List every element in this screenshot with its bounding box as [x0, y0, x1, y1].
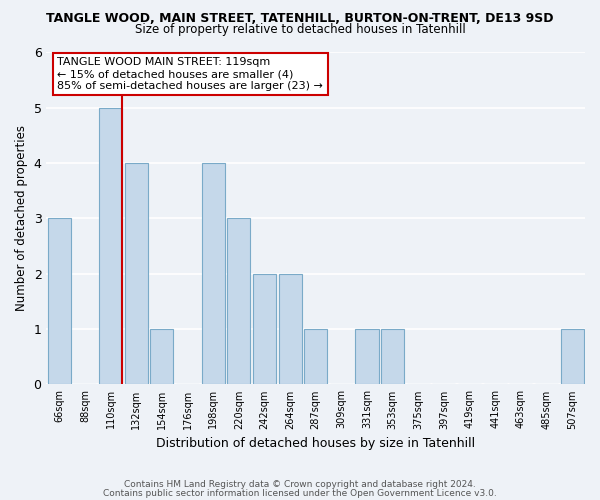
Text: Contains HM Land Registry data © Crown copyright and database right 2024.: Contains HM Land Registry data © Crown c…: [124, 480, 476, 489]
Bar: [381, 329, 404, 384]
Bar: [560, 329, 584, 384]
Bar: [150, 329, 173, 384]
Bar: [47, 218, 71, 384]
Y-axis label: Number of detached properties: Number of detached properties: [15, 126, 28, 312]
Bar: [304, 329, 327, 384]
Bar: [125, 163, 148, 384]
Bar: [278, 274, 302, 384]
Bar: [355, 329, 379, 384]
Bar: [202, 163, 224, 384]
Bar: [227, 218, 250, 384]
Bar: [99, 108, 122, 384]
Text: TANGLE WOOD, MAIN STREET, TATENHILL, BURTON-ON-TRENT, DE13 9SD: TANGLE WOOD, MAIN STREET, TATENHILL, BUR…: [46, 12, 554, 26]
X-axis label: Distribution of detached houses by size in Tatenhill: Distribution of detached houses by size …: [156, 437, 475, 450]
Bar: [253, 274, 276, 384]
Text: Contains public sector information licensed under the Open Government Licence v3: Contains public sector information licen…: [103, 488, 497, 498]
Text: Size of property relative to detached houses in Tatenhill: Size of property relative to detached ho…: [134, 22, 466, 36]
Text: TANGLE WOOD MAIN STREET: 119sqm
← 15% of detached houses are smaller (4)
85% of : TANGLE WOOD MAIN STREET: 119sqm ← 15% of…: [57, 58, 323, 90]
